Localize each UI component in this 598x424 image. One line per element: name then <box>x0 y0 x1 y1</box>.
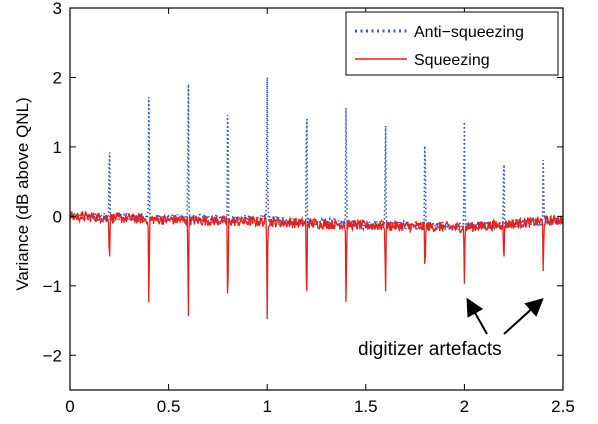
y-tick-label: −2 <box>43 346 62 365</box>
x-tick-label: 0.5 <box>157 397 181 416</box>
legend-label-anti-squeezing: Anti−squeezing <box>414 24 524 41</box>
series-squeezing <box>70 209 563 320</box>
y-tick-label: 1 <box>53 138 62 157</box>
x-tick-label: 0 <box>65 397 74 416</box>
y-tick-label: 2 <box>53 68 62 87</box>
x-tick-label: 2 <box>460 397 469 416</box>
plot-frame <box>69 7 564 391</box>
x-tick-label: 1.5 <box>354 397 378 416</box>
annotation-text: digitizer artefacts <box>358 339 502 360</box>
annotation-arrow <box>466 297 488 335</box>
legend: Anti−squeezing Squeezing <box>345 11 559 76</box>
y-tick-label: −1 <box>43 277 62 296</box>
x-tick-label: 2.5 <box>551 397 575 416</box>
labels-layer: 0 0.5 1 1.5 2 2.5 −2 −1 0 1 2 3 Frequency (GHz) Varia… <box>13 0 575 424</box>
legend-box <box>345 11 559 76</box>
y-tick-label: 0 <box>53 207 62 226</box>
annotation: digitizer artefacts <box>358 297 544 360</box>
x-axis-label: Frequency (GHz) <box>251 421 381 424</box>
x-tick-label: 1 <box>262 397 271 416</box>
legend-label-squeezing: Squeezing <box>414 52 490 69</box>
series-layer <box>70 77 563 320</box>
y-tick-label: 3 <box>53 0 62 18</box>
annotation-arrow <box>503 298 544 335</box>
y-axis-label: Variance (dB above QNL) <box>13 97 32 290</box>
